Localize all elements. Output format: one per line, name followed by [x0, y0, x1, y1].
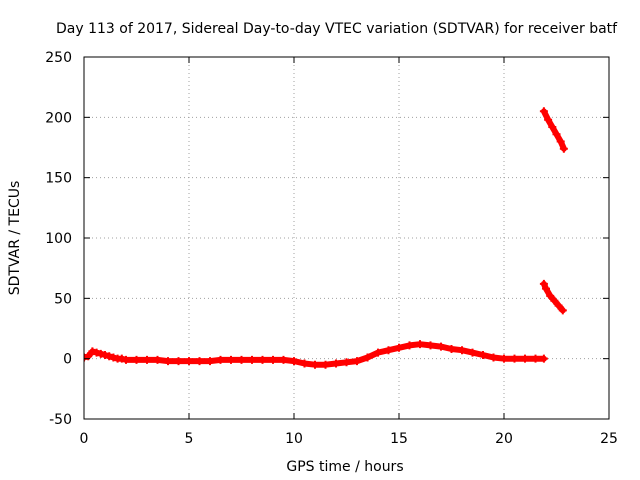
data-point	[500, 354, 508, 363]
data-point	[479, 351, 487, 360]
data-point	[468, 348, 477, 357]
data-point	[132, 355, 141, 364]
data-point	[153, 355, 162, 364]
data-point	[311, 360, 319, 369]
series-line-0	[84, 341, 547, 368]
data-point	[447, 345, 456, 354]
data-point	[531, 354, 540, 363]
x-tick-label: 0	[80, 431, 89, 447]
data-point	[164, 357, 172, 366]
data-point	[384, 346, 393, 355]
chart-title: Day 113 of 2017, Sidereal Day-to-day VTE…	[56, 21, 618, 37]
data-point	[539, 354, 548, 363]
data-point	[546, 291, 555, 300]
x-tick-label: 20	[495, 431, 513, 447]
data-point	[332, 359, 340, 368]
y-tick-label: 50	[54, 291, 72, 307]
data-point	[353, 357, 361, 366]
data-point	[374, 348, 382, 357]
data-point	[92, 348, 101, 357]
data-point	[216, 355, 225, 364]
data-point	[556, 137, 565, 146]
y-tick-label: 100	[45, 231, 72, 247]
data-point	[405, 341, 414, 350]
x-tick-label: 5	[185, 431, 194, 447]
data-point	[437, 342, 445, 351]
data-point	[321, 360, 330, 369]
y-axis-title: SDTVAR / TECUs	[7, 181, 23, 296]
x-tick-label: 10	[285, 431, 303, 447]
data-point	[248, 355, 256, 364]
data-point	[539, 279, 548, 288]
data-point	[206, 357, 214, 366]
data-point	[105, 352, 114, 361]
data-point	[550, 296, 559, 305]
data-point	[539, 107, 548, 116]
data-point	[558, 306, 567, 315]
data-point	[510, 354, 519, 363]
data-point	[363, 353, 372, 362]
data-point	[426, 341, 435, 350]
data-point	[258, 355, 267, 364]
data-point	[279, 355, 288, 364]
series-layer	[84, 107, 568, 369]
data-point	[117, 354, 126, 363]
x-axis-title: GPS time / hours	[286, 459, 403, 475]
data-point	[237, 355, 246, 364]
data-point	[185, 357, 193, 366]
y-tick-label: 250	[45, 50, 72, 66]
grid	[84, 57, 609, 419]
data-point	[416, 340, 424, 349]
x-tick-label: 25	[600, 431, 618, 447]
data-point	[548, 122, 557, 131]
data-point	[96, 349, 105, 358]
y-axis: -50 0 50 100 150 200 250	[45, 50, 609, 428]
data-point	[554, 301, 563, 310]
data-point	[521, 354, 529, 363]
data-point	[300, 359, 309, 368]
data-point	[269, 355, 277, 364]
data-point	[542, 284, 550, 293]
y-tick-label: 200	[45, 110, 72, 126]
x-axis: 0 5 10 15 20 25	[80, 57, 618, 447]
data-point	[227, 355, 235, 364]
data-point	[489, 353, 498, 362]
data-point	[559, 144, 568, 153]
data-point	[88, 347, 97, 356]
data-point	[143, 355, 151, 364]
data-point	[290, 357, 298, 366]
x-tick-label: 15	[390, 431, 408, 447]
data-point	[395, 343, 403, 352]
y-tick-label: 0	[63, 352, 72, 368]
data-point	[342, 358, 351, 367]
data-point	[109, 353, 118, 362]
data-point	[552, 130, 561, 139]
data-point	[174, 357, 183, 366]
y-tick-label: -50	[49, 412, 72, 428]
y-tick-label: 150	[45, 171, 72, 187]
data-point	[195, 357, 204, 366]
data-point	[101, 351, 109, 360]
series-group	[84, 107, 568, 369]
data-point	[122, 355, 130, 364]
data-point	[544, 115, 553, 124]
data-point	[84, 353, 88, 362]
data-point	[458, 346, 466, 355]
